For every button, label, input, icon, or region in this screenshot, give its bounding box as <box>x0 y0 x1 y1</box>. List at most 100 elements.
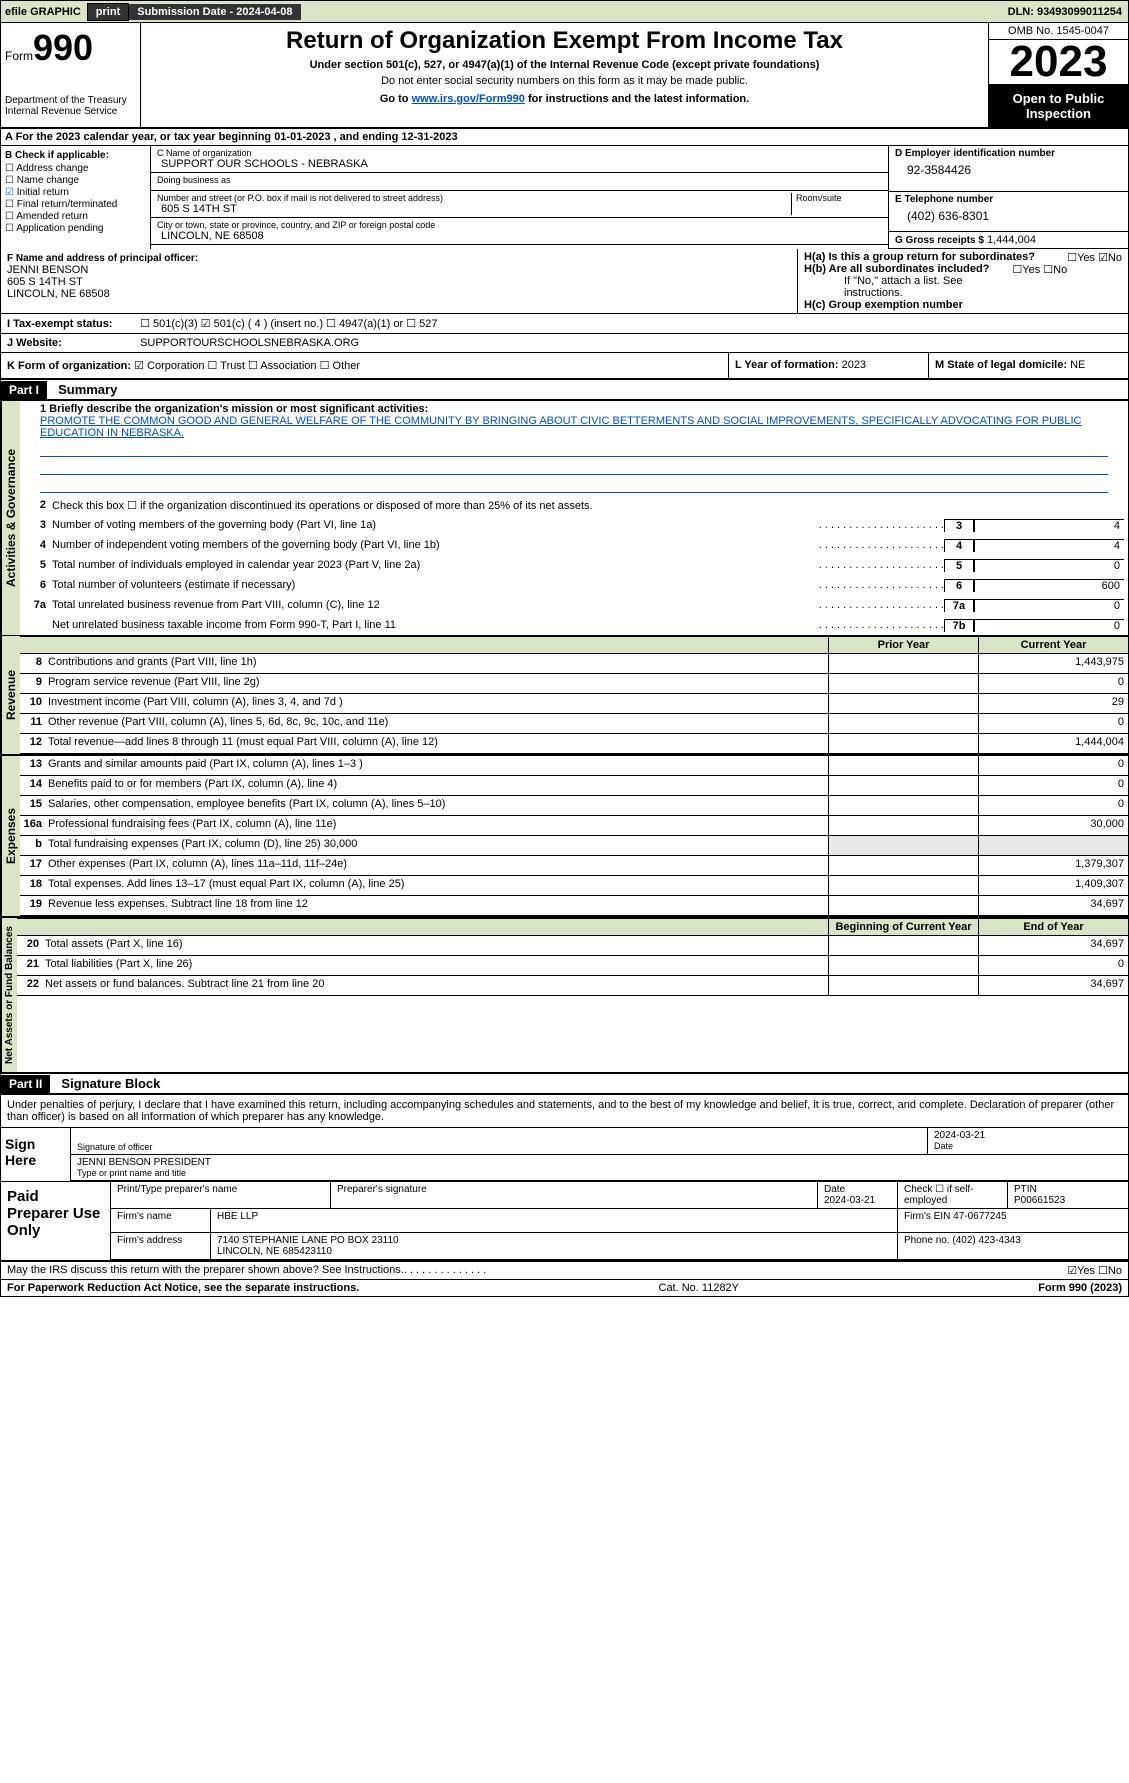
part1-title: Summary <box>50 380 125 399</box>
website-label: J Website: <box>7 337 137 349</box>
chk-app-pending[interactable]: Application pending <box>5 223 146 234</box>
part1-header: Part I <box>1 381 47 399</box>
line-b: Total fundraising expenses (Part IX, col… <box>48 836 828 855</box>
line-21: Total liabilities (Part X, line 26) <box>45 956 828 975</box>
tax-exempt-label: I Tax-exempt status: <box>7 318 137 330</box>
pra-notice: For Paperwork Reduction Act Notice, see … <box>7 1282 359 1294</box>
row-a-period: A For the 2023 calendar year, or tax yea… <box>1 129 1128 146</box>
ag-val-4: 4 <box>974 539 1124 552</box>
tax-exempt-opts[interactable]: ☐ 501(c)(3) ☑ 501(c) ( 4 ) (insert no.) … <box>140 318 437 330</box>
sig-officer-label: Signature of officer <box>77 1142 921 1152</box>
curr-18: 1,409,307 <box>978 876 1128 895</box>
prep-date-label: Date <box>824 1184 891 1195</box>
state-domicile-label: M State of legal domicile: <box>935 359 1067 371</box>
form-footer: Form 990 (2023) <box>1038 1282 1122 1294</box>
prep-name-label: Print/Type preparer's name <box>117 1184 324 1195</box>
q1-label: 1 Briefly describe the organization's mi… <box>40 403 1108 415</box>
officer-label: F Name and address of principal officer: <box>7 253 791 264</box>
firm-addr: 7140 STEPHANIE LANE PO BOX 23110 <box>217 1235 891 1246</box>
prior-15 <box>828 796 978 815</box>
form-title: Return of Organization Exempt From Incom… <box>149 27 980 55</box>
form-org-opts[interactable]: ☑ Corporation ☐ Trust ☐ Association ☐ Ot… <box>134 360 360 372</box>
firm-phone-label: Phone no. <box>904 1235 950 1246</box>
line-19: Revenue less expenses. Subtract line 18 … <box>48 896 828 915</box>
chk-address-change[interactable]: Address change <box>5 163 146 174</box>
print-button[interactable]: print <box>87 3 129 21</box>
hb-answer[interactable]: ☐Yes ☐No <box>1012 263 1067 276</box>
curr-13: 0 <box>978 756 1128 775</box>
line-10: Investment income (Part VIII, column (A)… <box>48 694 828 713</box>
firm-addr-label: Firm's address <box>111 1233 211 1259</box>
ag-line-3: Number of voting members of the governin… <box>52 519 819 531</box>
line-17: Other expenses (Part IX, column (A), lin… <box>48 856 828 875</box>
firm-phone: (402) 423-4343 <box>952 1235 1020 1246</box>
prior-11 <box>828 714 978 733</box>
hdr-current-year: Current Year <box>978 637 1128 653</box>
form-subtitle-1: Under section 501(c), 527, or 4947(a)(1)… <box>149 59 980 71</box>
org-name: SUPPORT OUR SCHOOLS - NEBRASKA <box>157 158 882 170</box>
ptin: P00661523 <box>1014 1195 1122 1206</box>
form-org-label: K Form of organization: <box>7 360 131 372</box>
line-15: Salaries, other compensation, employee b… <box>48 796 828 815</box>
submission-date: Submission Date - 2024-04-08 <box>129 4 300 20</box>
line-11: Other revenue (Part VIII, column (A), li… <box>48 714 828 733</box>
officer-print-name: JENNI BENSON PRESIDENT <box>77 1157 1122 1168</box>
ha-answer[interactable]: ☐Yes ☑No <box>1067 251 1122 264</box>
line-18: Total expenses. Add lines 13–17 (must eq… <box>48 876 828 895</box>
prior-16a <box>828 816 978 835</box>
part2-title: Signature Block <box>53 1074 168 1093</box>
curr-10: 29 <box>978 694 1128 713</box>
phone-label: E Telephone number <box>895 194 1122 205</box>
hb-note: If "No," attach a list. See instructions… <box>804 275 1122 299</box>
hdr-prior-year: Prior Year <box>828 637 978 653</box>
street: 605 S 14TH ST <box>157 203 787 215</box>
ein-label: D Employer identification number <box>895 148 1122 159</box>
hc-label: H(c) Group exemption number <box>804 299 1122 311</box>
hdr-boy: Beginning of Current Year <box>828 919 978 935</box>
street-label: Number and street (or P.O. box if mail i… <box>157 193 787 203</box>
ag-val-3: 4 <box>974 519 1124 532</box>
chk-initial-return[interactable]: Initial return <box>5 187 146 198</box>
line-16a: Professional fundraising fees (Part IX, … <box>48 816 828 835</box>
curr-19: 34,697 <box>978 896 1128 915</box>
firm-name: HBE LLP <box>211 1209 898 1232</box>
website[interactable]: SUPPORTOURSCHOOLSNEBRASKA.ORG <box>140 337 359 349</box>
prior-10 <box>828 694 978 713</box>
self-employed-check[interactable]: Check ☐ if self-employed <box>898 1182 1008 1208</box>
line-22: Net assets or fund balances. Subtract li… <box>45 976 828 995</box>
chk-final-return[interactable]: Final return/terminated <box>5 199 146 210</box>
tax-year: 2023 <box>989 40 1128 85</box>
curr-17: 1,379,307 <box>978 856 1128 875</box>
firm-name-label: Firm's name <box>111 1209 211 1232</box>
discuss-answer[interactable]: ☑Yes ☐No <box>1067 1264 1122 1277</box>
ha-label: H(a) Is this a group return for subordin… <box>804 251 1035 263</box>
curr-16a: 30,000 <box>978 816 1128 835</box>
box-b: B Check if applicable: Address change Na… <box>1 146 151 249</box>
discuss-question: May the IRS discuss this return with the… <box>7 1264 404 1277</box>
ag-val-6: 600 <box>974 579 1124 592</box>
firm-addr2: LINCOLN, NE 685423110 <box>217 1246 891 1257</box>
sig-date: 2024-03-21 <box>934 1130 1122 1141</box>
ag-val-5: 0 <box>974 559 1124 572</box>
curr-9: 0 <box>978 674 1128 693</box>
perjury-statement: Under penalties of perjury, I declare th… <box>1 1095 1128 1128</box>
curr-15: 0 <box>978 796 1128 815</box>
curr-11: 0 <box>978 714 1128 733</box>
hdr-eoy: End of Year <box>978 919 1128 935</box>
chk-name-change[interactable]: Name change <box>5 175 146 186</box>
prior-18 <box>828 876 978 895</box>
prior-12 <box>828 734 978 753</box>
prior-22 <box>828 976 978 995</box>
irs-link[interactable]: www.irs.gov/Form990 <box>412 93 525 105</box>
curr-14: 0 <box>978 776 1128 795</box>
dln: DLN: 93493099011254 <box>1008 6 1128 18</box>
ag-val-7a: 0 <box>974 599 1124 612</box>
line-9: Program service revenue (Part VIII, line… <box>48 674 828 693</box>
officer-name: JENNI BENSON <box>7 264 791 276</box>
curr-22: 34,697 <box>978 976 1128 995</box>
prior-13 <box>828 756 978 775</box>
prior-8 <box>828 654 978 673</box>
form-subtitle-3: Go to www.irs.gov/Form990 for instructio… <box>149 93 980 105</box>
chk-amended[interactable]: Amended return <box>5 211 146 222</box>
vert-expenses: Expenses <box>1 756 20 916</box>
